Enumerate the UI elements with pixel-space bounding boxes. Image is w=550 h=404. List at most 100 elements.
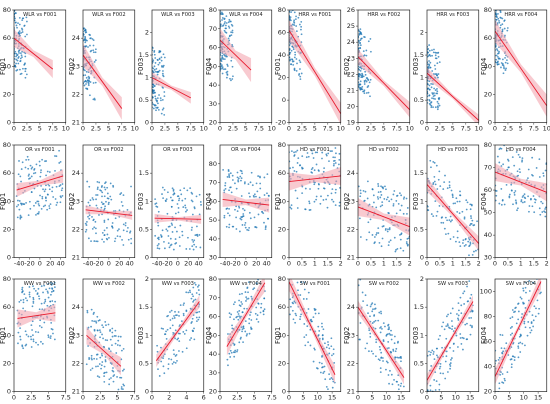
scatter-point [111,331,113,334]
scatter-point [163,188,165,191]
scatter-point [432,48,435,51]
scatter-point [223,214,226,217]
y-tick-label: 80 [278,275,286,283]
scatter-point [307,155,310,158]
scatter-point [364,73,367,76]
scatter-point [94,320,97,323]
scatter-point [428,88,430,91]
y-tick-label: 1.5 [413,51,423,59]
scatter-point [195,316,198,319]
y-tick-label: 1 [419,197,423,205]
scatter-point [19,217,22,220]
scatter-point [297,289,299,292]
scatter-point [249,211,251,214]
scatter-point [468,203,471,205]
scatter-point [161,186,164,189]
scatter-point [126,226,129,229]
scatter-point [32,300,35,303]
scatter-point [377,358,380,361]
scatter-point [495,9,498,12]
scatter-point [172,189,174,192]
y-tick-label: 22 [346,360,354,368]
y-tick-label: 80 [209,159,217,167]
scatter-point [505,183,508,186]
scatter-point [24,70,27,73]
x-tick-label: 0 [244,259,248,267]
scatter-point [449,220,452,223]
scatter-point [306,151,309,154]
scatter-point [440,347,443,349]
scatter-point [198,213,201,215]
scatter-point [248,191,251,194]
y-tick-label: 0 [419,119,423,127]
y-tick-label: 24 [71,169,79,177]
scatter-point [58,149,60,152]
scatter-point [532,194,535,197]
scatter-point [510,327,512,330]
scatter-point [521,160,524,163]
scatter-point [378,311,380,314]
scatter-point [333,159,336,162]
scatter-point [470,219,473,222]
scatter-point [530,321,533,324]
scatter-point [26,155,29,158]
scatter-point [434,54,437,57]
scatter-point [87,357,90,360]
scatter-point [192,238,195,241]
scatter-point [114,330,117,332]
scatter-point [338,163,340,165]
x-tick-label: 2 [167,394,171,402]
scatter-point [375,341,377,344]
scatter-point [102,326,104,329]
scatter-point [361,85,363,88]
scatter-point [292,63,295,66]
scatter-point [82,39,85,42]
scatter-point [399,238,402,241]
scatter-point [498,387,501,390]
y-tick-label: 40 [209,81,217,89]
scatter-point [23,293,26,296]
scatter-point [449,365,451,368]
scatter-point [170,205,173,208]
scatter-point [100,184,103,187]
y-tick-label: 0.5 [138,96,148,104]
x-tick-label: 40 [56,259,64,267]
scatter-point [335,152,337,154]
scatter-point [334,156,336,158]
scatter-point [392,204,395,207]
axes-frame [357,144,410,258]
y-axis-label: F003 [412,192,420,209]
scatter-point [523,321,526,323]
scatter-point [199,203,202,206]
scatter-point [504,56,507,59]
scatter-point [388,226,391,229]
x-tick-label: 0 [287,125,291,133]
x-tick-label: 7.5 [460,125,470,133]
scatter-point [504,379,507,382]
scatter-point [325,198,328,200]
scatter-point [52,290,55,293]
x-tick-label: 7.5 [48,125,58,133]
scatter-point [28,177,30,180]
scatter-point [33,288,36,291]
scatter-point [222,24,225,27]
scatter-point [368,81,371,84]
scatter-point [450,189,452,192]
x-tick-label: -20 [24,259,35,267]
scatter-point [390,374,393,376]
scatter-point [324,378,327,381]
scatter-point [400,382,402,385]
plot-area [155,282,200,378]
scatter-point [517,347,520,350]
y-tick-label: 20 [484,90,492,98]
scatter-point [86,345,89,348]
scatter-point [15,58,18,61]
scatter-point [377,184,380,187]
scatter-point [117,335,120,338]
y-tick-label: 0 [419,253,423,261]
scatter-point [253,287,256,290]
scatter-point [264,227,267,230]
scatter-point [233,303,235,306]
scatter-point [193,205,195,208]
